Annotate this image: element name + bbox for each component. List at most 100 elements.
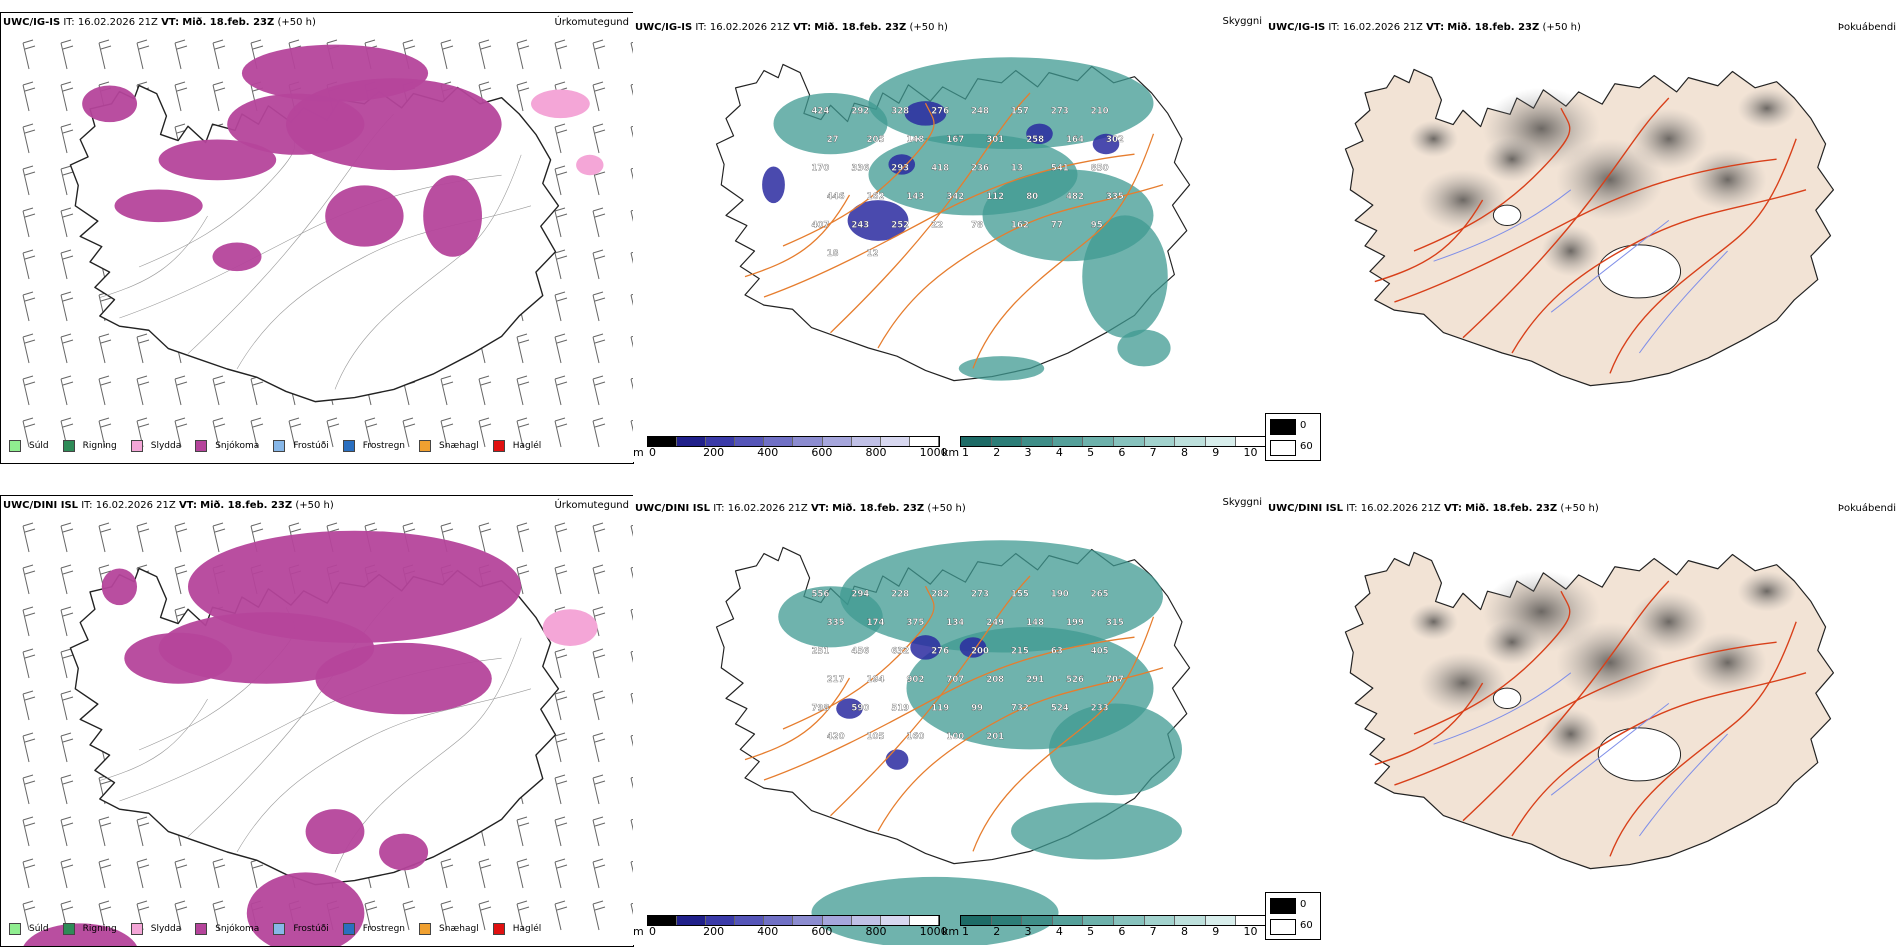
it-value: 16.02.2026 21Z	[727, 503, 808, 514]
road-line	[830, 575, 1031, 817]
road-line	[830, 92, 1031, 334]
wind-barb	[402, 417, 416, 448]
visibility-value-label: 249	[986, 618, 1004, 628]
weather-area	[958, 356, 1045, 381]
weather-area	[315, 642, 492, 715]
vt-value: Mið. 18.feb. 23Z	[1465, 503, 1558, 514]
road-line	[1609, 138, 1797, 374]
wind-barb	[22, 39, 36, 70]
colorbar-segment	[991, 437, 1023, 446]
wind-barb	[592, 417, 606, 448]
wind-barb	[592, 774, 606, 805]
legend-swatch	[62, 440, 75, 452]
visibility-value-label: 418	[931, 163, 949, 173]
wind-barb	[554, 417, 568, 448]
fog-legend-swatch	[1270, 919, 1296, 935]
colorbar-segment	[1236, 437, 1267, 446]
colorbar-strip	[647, 436, 940, 447]
weather-area	[1082, 215, 1168, 338]
legend-swatch	[419, 440, 432, 452]
wind-barb	[592, 690, 606, 721]
colorbar-strip	[960, 915, 1268, 926]
colorbar-segment	[1236, 916, 1267, 925]
colorbar-segment	[764, 916, 794, 925]
wind-barb	[250, 417, 264, 448]
wind-barb	[630, 650, 633, 663]
it-value: 16.02.2026 21Z	[77, 17, 158, 28]
wind-barb	[60, 648, 74, 679]
it-value: 16.02.2026 21Z	[1342, 22, 1423, 33]
wind-barb	[592, 858, 606, 889]
legend-item: Súld	[9, 440, 49, 452]
wind-barb	[174, 81, 188, 112]
legend-item: Slydda	[130, 440, 181, 452]
it-label: IT:	[1328, 22, 1340, 33]
wind-barb	[60, 690, 74, 721]
wind-barb	[22, 123, 36, 154]
colorbar-tick: 3	[1024, 446, 1032, 459]
wind-barb	[630, 209, 633, 222]
wind-barb	[516, 333, 530, 364]
colorbar-segment	[1083, 916, 1114, 925]
legend-item: Snæhagl	[419, 440, 479, 452]
it-value: 16.02.2026 21Z	[95, 500, 176, 511]
lead-time: (+50 h)	[1542, 22, 1581, 33]
vt-label: VT:	[1426, 22, 1445, 33]
fog-legend-value: 0	[1300, 899, 1307, 910]
visibility-value-label: 160	[907, 732, 925, 742]
river-line	[1550, 219, 1670, 313]
model-name: UWC/DINI ISL	[635, 503, 711, 514]
colorbar-segment	[909, 916, 939, 925]
visibility-value-label: 707	[946, 675, 964, 685]
panel-title: Þokuábendi	[1837, 503, 1896, 514]
colorbar-tick: 200	[703, 446, 725, 459]
wind-barb	[60, 606, 74, 637]
it-label: IT:	[695, 22, 707, 33]
wind-barb	[554, 207, 568, 238]
visibility-panel-row2: 556 294 228 282 273 155 190 265 335 174 375 134 249 1…	[633, 495, 1265, 945]
colorbar-tick: 9	[1212, 925, 1220, 938]
road-line	[334, 154, 522, 390]
colorbar-segment	[880, 437, 910, 446]
visibility-value-label: 157	[1011, 106, 1029, 116]
visibility-value-label: 273	[971, 589, 989, 599]
wind-barb	[98, 39, 112, 70]
road-line	[744, 677, 851, 761]
colorbar-segment	[880, 916, 910, 925]
colorbar-segment	[648, 437, 678, 446]
colorbar-tick: 9	[1212, 446, 1220, 459]
wind-barb	[592, 207, 606, 238]
wind-barb	[22, 81, 36, 112]
it-label: IT:	[63, 17, 75, 28]
wind-barb	[630, 692, 633, 705]
fog-shading	[1409, 603, 1459, 641]
colorbar-unit: km	[942, 446, 960, 459]
legend-swatch	[9, 440, 21, 452]
precip-map-row2	[1, 496, 633, 946]
wind-barb	[554, 375, 568, 406]
wind-barb	[174, 39, 188, 70]
colorbar-segment	[822, 916, 852, 925]
vt-label: VT:	[161, 17, 180, 28]
weather-area	[762, 166, 785, 204]
fog-legend-value: 60	[1300, 920, 1313, 931]
model-name: UWC/IG-IS	[1268, 22, 1326, 33]
weather-area	[1026, 123, 1053, 144]
weather-area	[379, 833, 429, 871]
visibility-value-label: 148	[1026, 618, 1044, 628]
visibility-value-label: 194	[867, 675, 885, 685]
colorbar-unit: m	[633, 925, 644, 938]
wind-barb	[478, 375, 492, 406]
weather-area	[811, 876, 1059, 945]
legend-item: Slydda	[130, 923, 181, 935]
visibility-value-label: 27	[827, 135, 839, 145]
wind-barb	[592, 81, 606, 112]
visibility-value-label: 112	[986, 192, 1004, 202]
wind-barb	[98, 900, 112, 931]
fog-map-row2	[1266, 495, 1900, 945]
colorbar-segment	[1022, 437, 1053, 446]
wind-barb	[554, 900, 568, 931]
weather-area	[23, 923, 137, 946]
lead-time: (+50 h)	[927, 503, 966, 514]
colorbar-tick: 10	[1243, 925, 1258, 938]
